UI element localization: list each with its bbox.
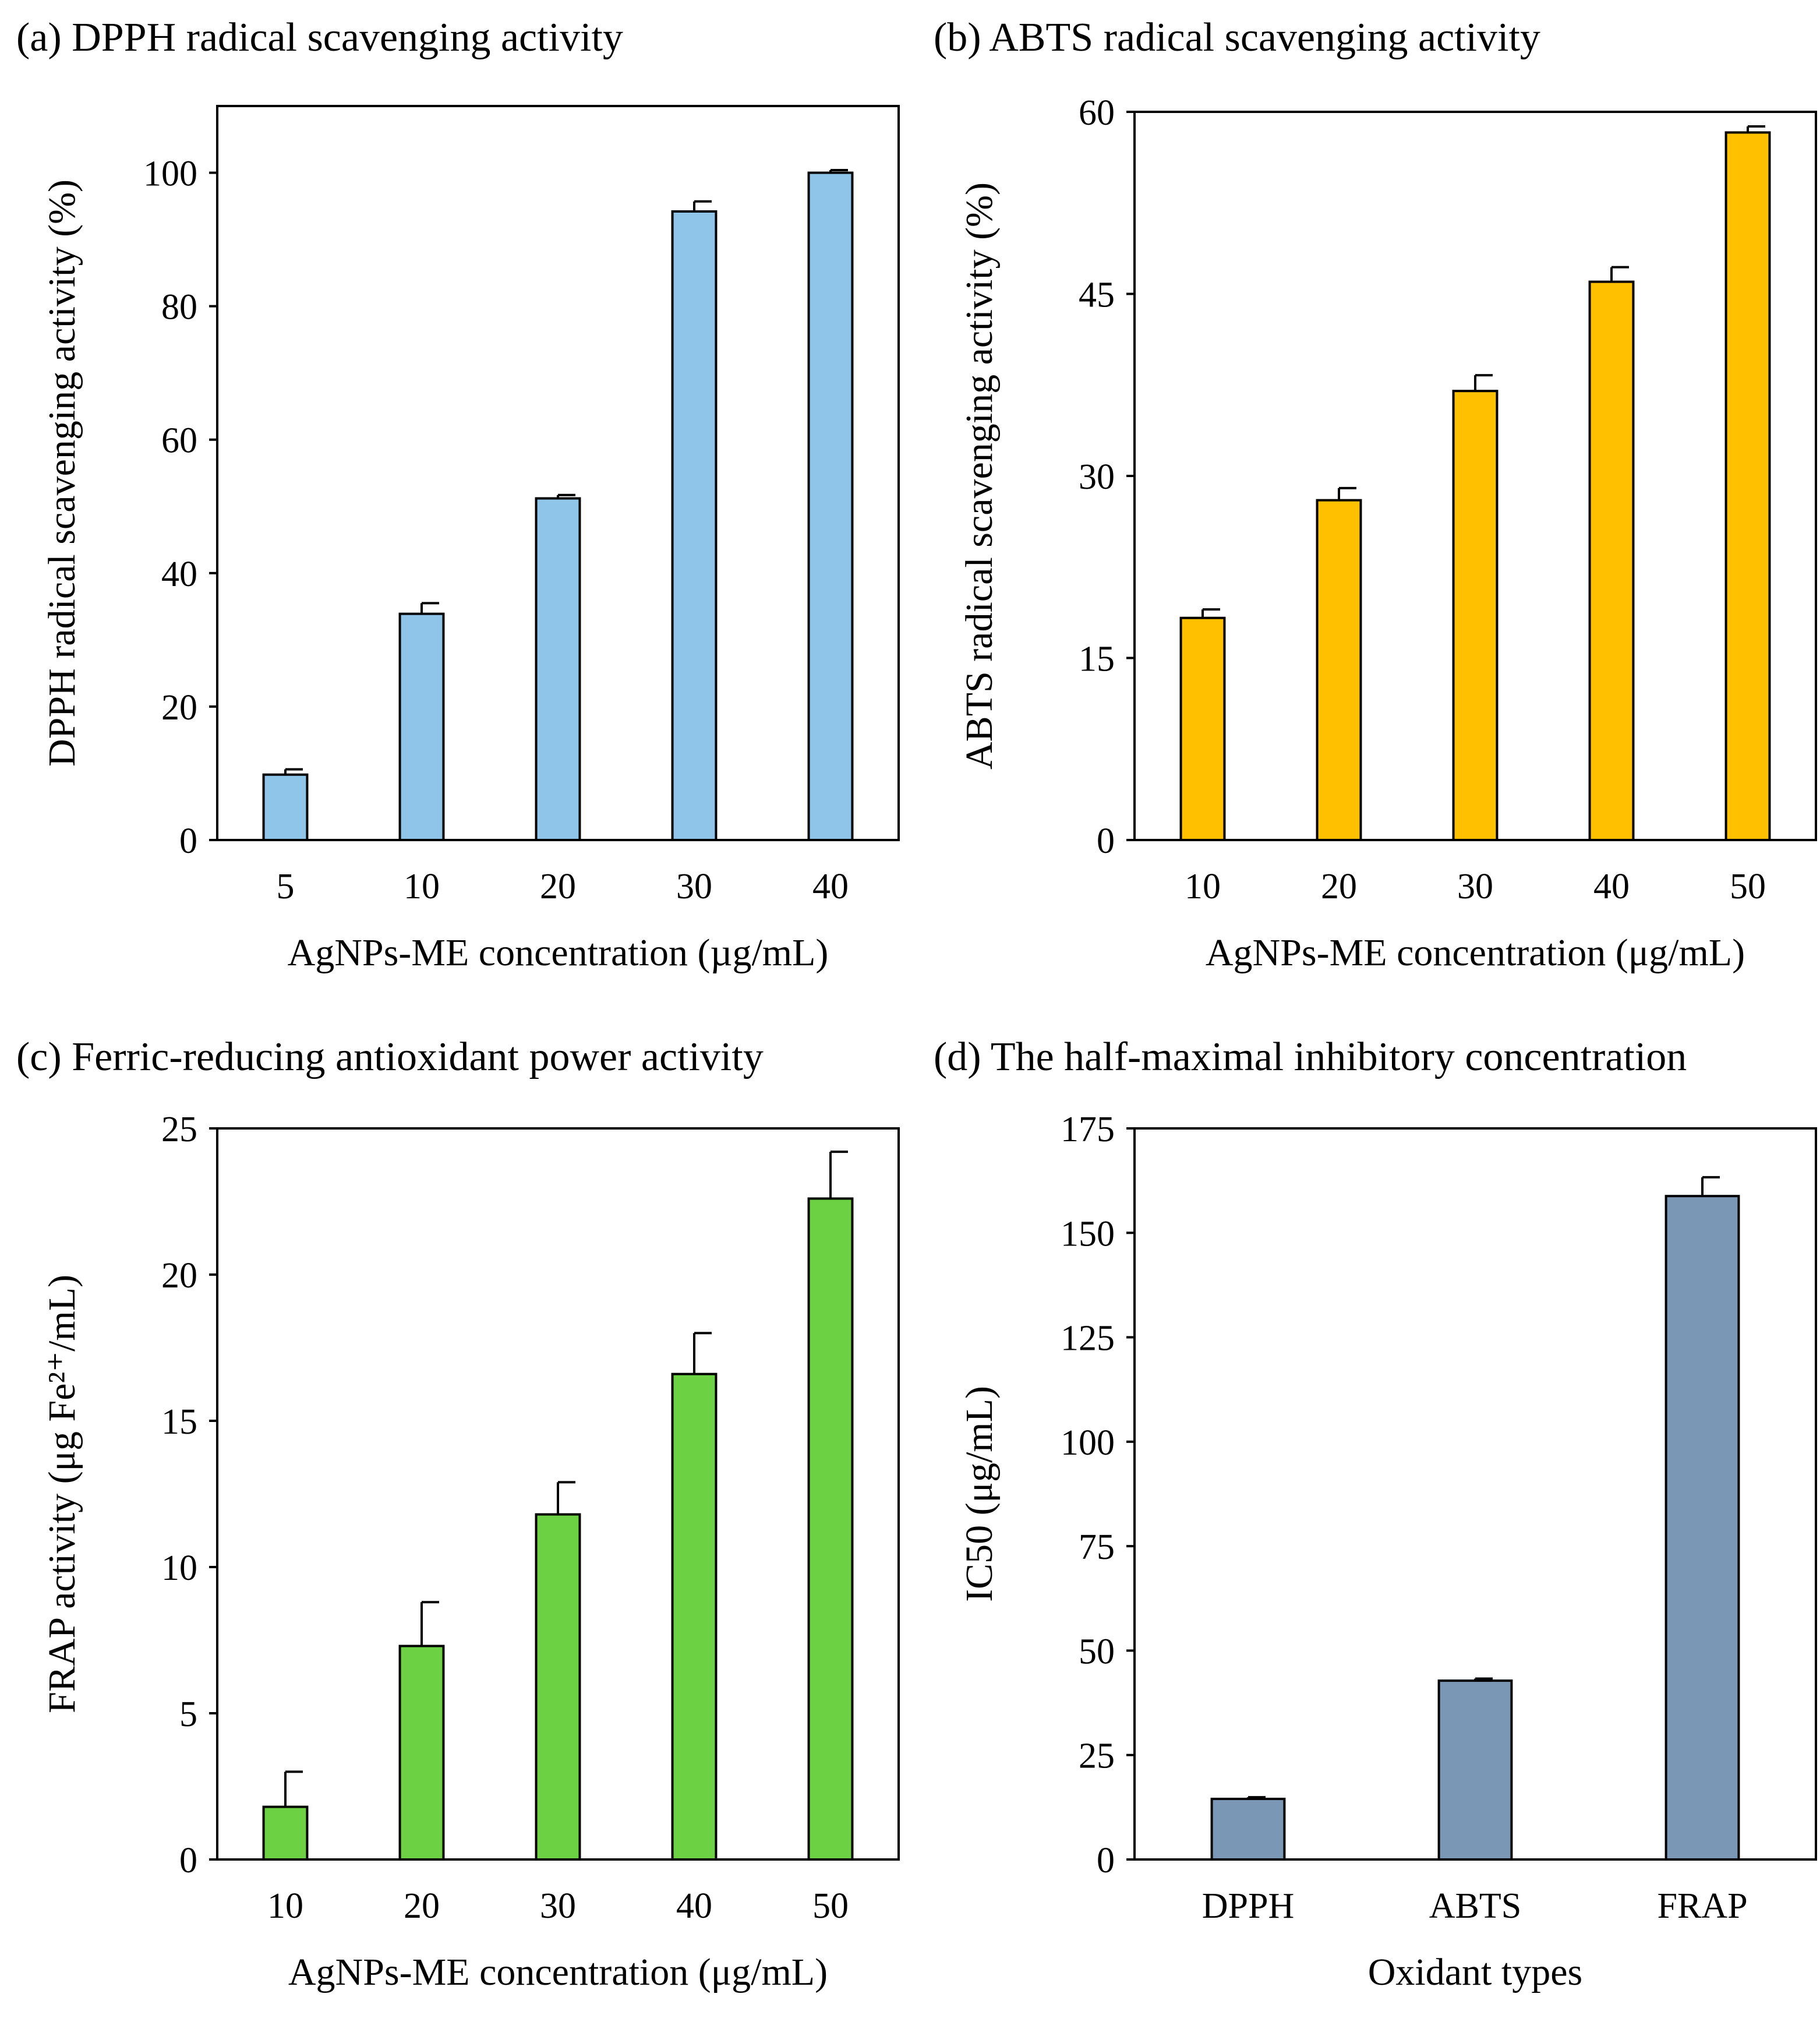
y-tick-label: 60	[161, 421, 197, 461]
x-tick-label: 5	[277, 867, 295, 906]
y-tick-label: 40	[161, 555, 197, 594]
chart-svg-d: 0 25 50 75 100 125 150 175 DPPH ABTS FRAP Oxidant t…	[958, 1110, 1817, 1993]
y-tick-label: 5	[179, 1695, 197, 1734]
bar	[398, 612, 445, 841]
x-tick-label: 50	[1730, 867, 1766, 906]
y-axis-label: FRAP activity (μg Fe²⁺/mL)	[41, 1275, 83, 1713]
x-tick-label: 30	[540, 1886, 576, 1926]
y-axis-label: IC50 (μg/mL)	[958, 1386, 1001, 1602]
bar	[807, 171, 854, 842]
chart-panel-c: (c) Ferric-reducing antioxidant power ac…	[16, 1032, 900, 2023]
y-tick-label: 150	[1061, 1214, 1115, 1254]
y-tick-label: 25	[1079, 1737, 1115, 1776]
x-tick-label: 40	[1593, 867, 1630, 906]
y-tick-label: 45	[1079, 276, 1115, 315]
y-tick-label: 50	[1079, 1632, 1115, 1671]
x-tick-label: 40	[812, 867, 849, 906]
y-tick-label: 0	[179, 1841, 197, 1880]
x-tick-label: FRAP	[1657, 1886, 1747, 1926]
chart-svg-c: 0 5 10 15 20 25 10 20 30 40 50 AgNPs-ME concentrati…	[41, 1110, 900, 1993]
y-tick-label: 10	[161, 1548, 197, 1588]
y-tick-label: 100	[1061, 1423, 1115, 1463]
y-tick-label: 0	[1097, 1841, 1115, 1880]
bar	[671, 210, 718, 841]
x-tick-label: ABTS	[1429, 1886, 1521, 1926]
y-tick-label: 15	[1079, 640, 1115, 679]
bar	[807, 1197, 854, 1861]
y-tick-label: 125	[1061, 1319, 1115, 1358]
x-tick-label: 10	[267, 1886, 303, 1926]
chart-svg-b: 0 15 30 45 60 10 20 30 40 50 AgNPs-ME concentratio…	[958, 93, 1817, 974]
x-tick-label: 30	[676, 867, 712, 906]
bar	[1588, 280, 1635, 841]
x-tick-label: 50	[812, 1886, 849, 1926]
y-axis-label: ABTS radical scavenging activity (%)	[958, 182, 1001, 770]
chart-panel-b: (b) ABTS radical scavenging activity 0 15…	[934, 13, 1817, 991]
bar	[1664, 1195, 1740, 1861]
x-tick-label: DPPH	[1202, 1886, 1295, 1926]
bar	[1724, 131, 1771, 842]
bar	[262, 1805, 309, 1861]
chart-svg-a: 0 20 40 60 80 100 5 10 20 30 40 AgNPs-ME concentrat…	[41, 105, 900, 974]
bar	[535, 1513, 581, 1861]
bar	[1179, 616, 1226, 841]
y-tick-label: 15	[161, 1402, 197, 1442]
x-axis-label: AgNPs-ME concentration (µg/mL)	[288, 931, 829, 974]
x-axis-label: AgNPs-ME concentration (μg/mL)	[288, 1951, 828, 1993]
y-tick-label: 75	[1079, 1527, 1115, 1567]
bar	[1437, 1679, 1513, 1861]
y-axis-label: DPPH radical scavenging activity (%)	[41, 179, 83, 767]
x-tick-label: 20	[404, 1886, 440, 1926]
y-tick-label: 20	[161, 1256, 197, 1296]
chart-panel-d: (d) The half-maximal inhibitory concentr…	[934, 1032, 1817, 2023]
y-tick-label: 60	[1079, 93, 1115, 133]
x-tick-label: 10	[404, 867, 440, 906]
y-tick-label: 20	[161, 688, 197, 728]
y-tick-label: 175	[1061, 1110, 1115, 1149]
bar	[671, 1372, 718, 1861]
x-tick-label: 20	[1321, 867, 1357, 906]
bar	[398, 1645, 445, 1861]
x-tick-label: 30	[1457, 867, 1493, 906]
chart-title: (a) DPPH radical scavenging activity	[16, 15, 623, 60]
x-tick-label: 40	[676, 1886, 712, 1926]
x-tick-label: 10	[1185, 867, 1221, 906]
bar	[1210, 1798, 1286, 1861]
y-tick-label: 25	[161, 1110, 197, 1149]
bar	[262, 773, 309, 842]
y-tick-label: 80	[161, 288, 197, 327]
x-axis-label: Oxidant types	[1368, 1951, 1582, 1993]
chart-panel-a: (a) DPPH radical scavenging activity 0 20…	[16, 13, 900, 991]
y-tick-label: 0	[1097, 821, 1115, 861]
chart-title: (b) ABTS radical scavenging activity	[934, 15, 1540, 60]
y-tick-label: 100	[143, 154, 197, 194]
chart-title: (c) Ferric-reducing antioxidant power ac…	[16, 1035, 764, 1079]
x-tick-label: 20	[540, 867, 576, 906]
bar	[535, 497, 581, 841]
chart-title: (d) The half-maximal inhibitory concentr…	[934, 1035, 1687, 1079]
y-tick-label: 0	[179, 821, 197, 861]
bar	[1452, 390, 1499, 841]
x-axis-label: AgNPs-ME concentration (μg/mL)	[1206, 931, 1745, 974]
y-tick-label: 30	[1079, 457, 1115, 497]
bar	[1316, 499, 1362, 841]
